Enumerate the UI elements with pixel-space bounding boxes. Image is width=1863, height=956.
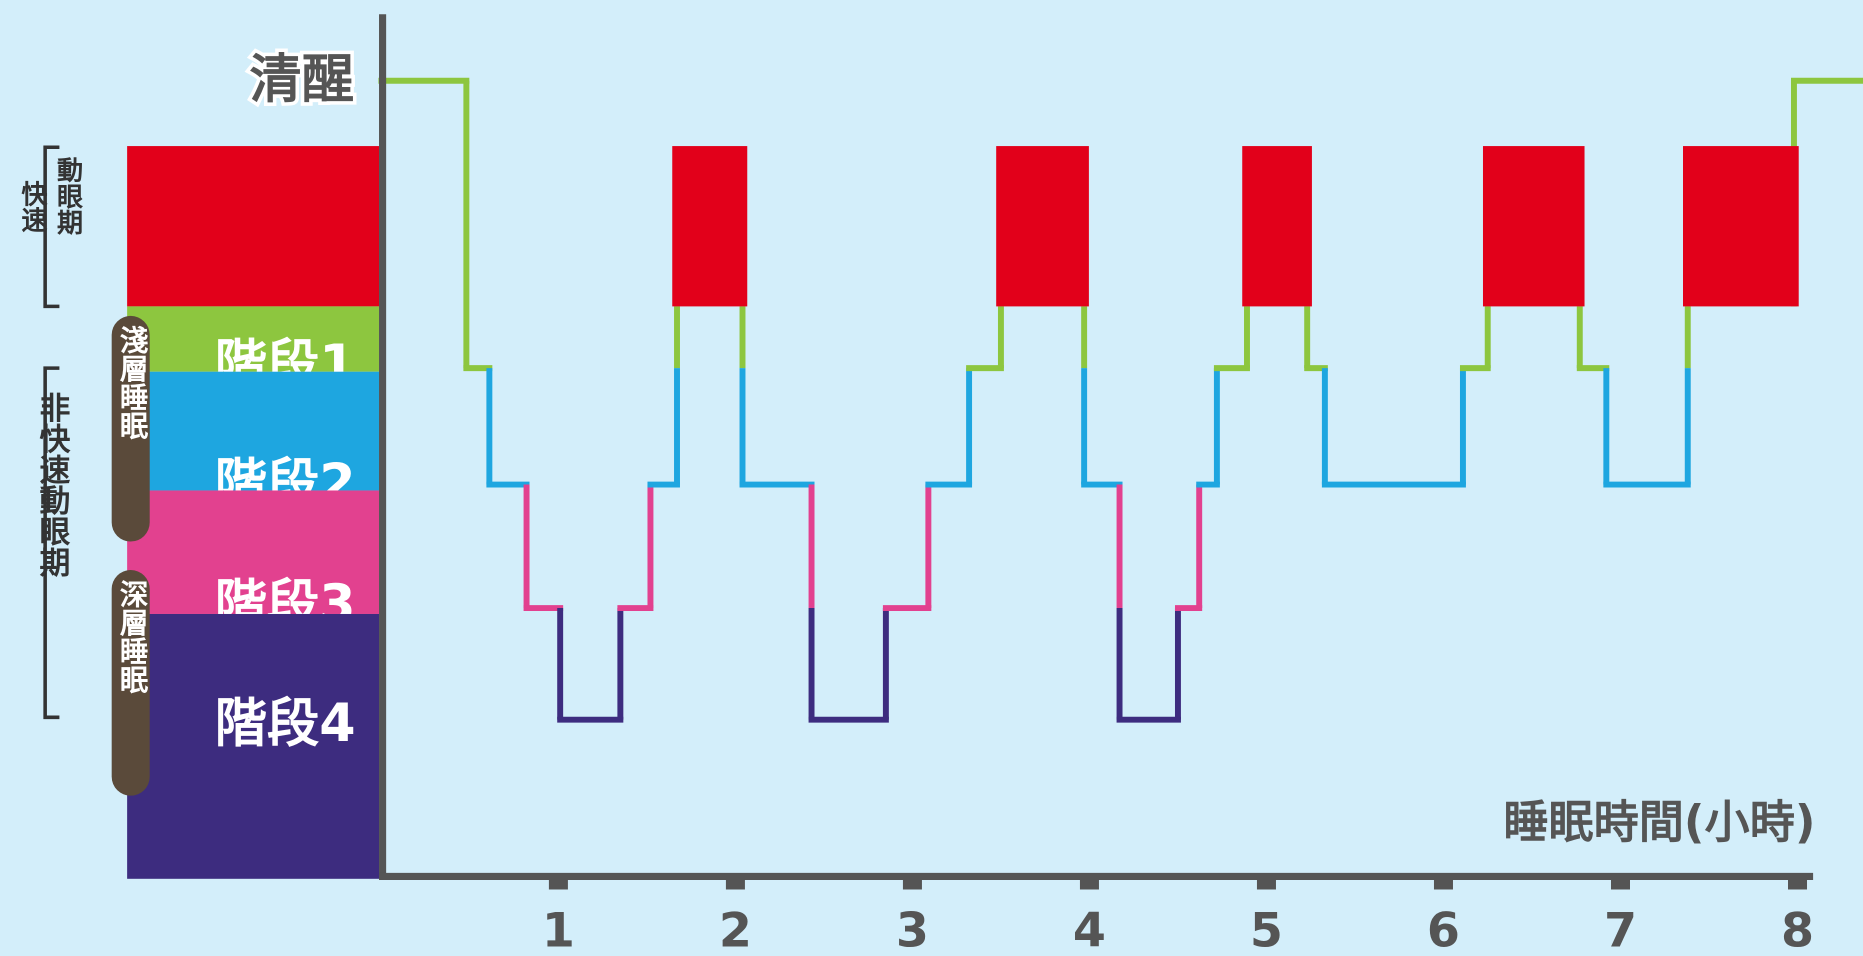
rem-bracket xyxy=(43,145,60,309)
rem-block xyxy=(1683,146,1799,307)
x-tick xyxy=(1079,878,1099,890)
rem-block xyxy=(996,146,1089,307)
x-tick xyxy=(1433,878,1453,890)
x-tick-label: 7 xyxy=(1604,903,1637,956)
wake-label: 清醒 xyxy=(250,49,355,110)
label-pill xyxy=(111,570,150,796)
stage-band xyxy=(127,146,380,307)
rem-label: 動眼期 xyxy=(52,157,83,236)
x-tick-label: 5 xyxy=(1250,903,1283,956)
label-pill xyxy=(111,315,150,542)
nrem-label: 非快速動眼期 xyxy=(33,392,69,579)
rem-block xyxy=(672,146,748,307)
x-tick-label: 8 xyxy=(1781,903,1814,956)
hypnogram-line xyxy=(378,77,1863,723)
stage-band xyxy=(127,306,380,372)
nrem-bracket xyxy=(43,366,60,720)
deep-sleep-label: 深層睡眠 xyxy=(116,580,149,695)
stage-band xyxy=(127,371,380,491)
x-tick-label: 3 xyxy=(896,903,929,956)
rem-block xyxy=(1482,146,1585,307)
x-tick xyxy=(1610,878,1630,890)
x-tick xyxy=(1787,878,1808,890)
rem-block xyxy=(1242,146,1312,307)
x-tick xyxy=(725,878,745,890)
x-tick xyxy=(902,878,922,890)
x-tick xyxy=(548,878,568,890)
rem-label: 快速 xyxy=(16,181,47,233)
x-tick-label: 2 xyxy=(719,903,752,956)
x-tick xyxy=(1256,878,1276,890)
stage-band xyxy=(127,490,380,614)
x-tick-label: 6 xyxy=(1427,903,1460,956)
stage-band xyxy=(127,613,380,879)
light-sleep-label: 淺層睡眠 xyxy=(116,325,149,440)
rem-blocks xyxy=(672,146,1799,307)
x-axis-title: 睡眠時間(小時) xyxy=(1503,795,1815,848)
stage-label: 階段4 xyxy=(215,693,356,754)
x-tick-label: 4 xyxy=(1073,903,1106,956)
x-ticks: 1 2 3 4 5 6 7 8 xyxy=(542,878,1814,956)
x-tick-label: 1 xyxy=(542,903,575,956)
